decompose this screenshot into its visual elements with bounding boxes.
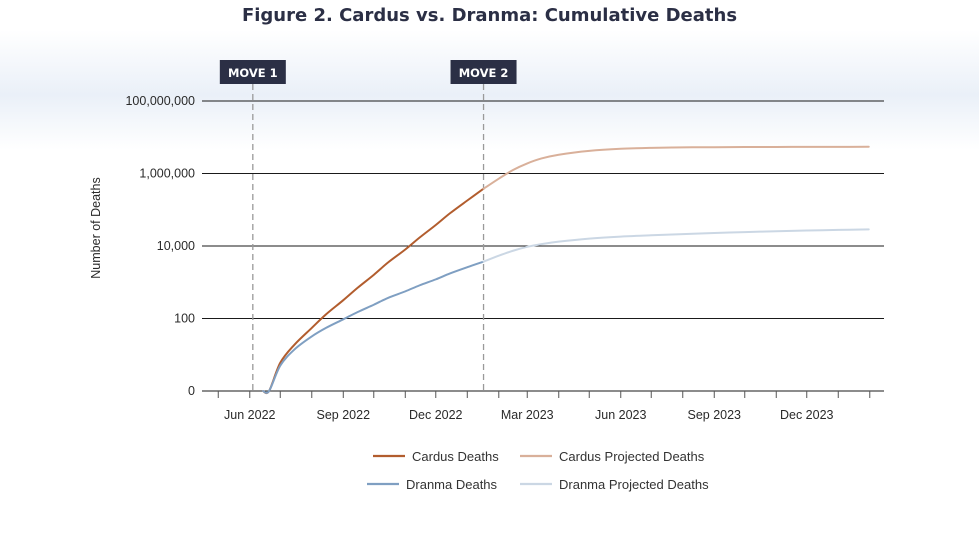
- x-tick-label: Dec 2022: [409, 408, 463, 422]
- x-tick-label: Sep 2022: [317, 408, 371, 422]
- y-tick-label: 100: [174, 312, 195, 326]
- move-1-badge: [219, 60, 286, 84]
- cardus-projected-deaths-line: [482, 145, 870, 190]
- dranma-projected-deaths-line: [482, 228, 870, 263]
- x-tick-label: Dec 2023: [780, 408, 834, 422]
- legend-label: Dranma Deaths: [406, 477, 498, 492]
- legend-label: Dranma Projected Deaths: [559, 477, 709, 492]
- x-tick-label: Jun 2023: [595, 408, 646, 422]
- legend-label: Cardus Deaths: [412, 449, 499, 464]
- y-tick-label: 10,000: [157, 239, 195, 253]
- series-lines: [261, 145, 870, 395]
- y-tick-label: 1,000,000: [139, 167, 195, 181]
- x-tick-label: Mar 2023: [501, 408, 554, 422]
- axes: 0 100 10,000 1,000,000 100,000,000 Jun 2022 Se…: [125, 94, 871, 422]
- move-2-label: MOVE 2: [459, 66, 509, 80]
- y-tick-label: 100,000,000: [125, 94, 195, 108]
- x-tick-label: Jun 2022: [224, 408, 275, 422]
- legend: Cardus Deaths Cardus Projected Deaths Dran…: [367, 449, 709, 492]
- x-tick-label: Sep 2023: [687, 408, 741, 422]
- chart-title: Figure 2. Cardus vs. Dranma: Cumulative …: [241, 5, 738, 26]
- cardus-deaths-line: [261, 187, 485, 395]
- y-tick-label: 0: [188, 384, 195, 398]
- gridlines: [202, 100, 884, 392]
- dranma-deaths-line: [261, 260, 485, 394]
- move-2-badge: [450, 60, 517, 84]
- legend-label: Cardus Projected Deaths: [559, 449, 705, 464]
- y-axis-label: Number of Deaths: [89, 177, 103, 278]
- move-1-label: MOVE 1: [228, 66, 278, 80]
- event-lines: MOVE 1 MOVE 2: [219, 60, 517, 391]
